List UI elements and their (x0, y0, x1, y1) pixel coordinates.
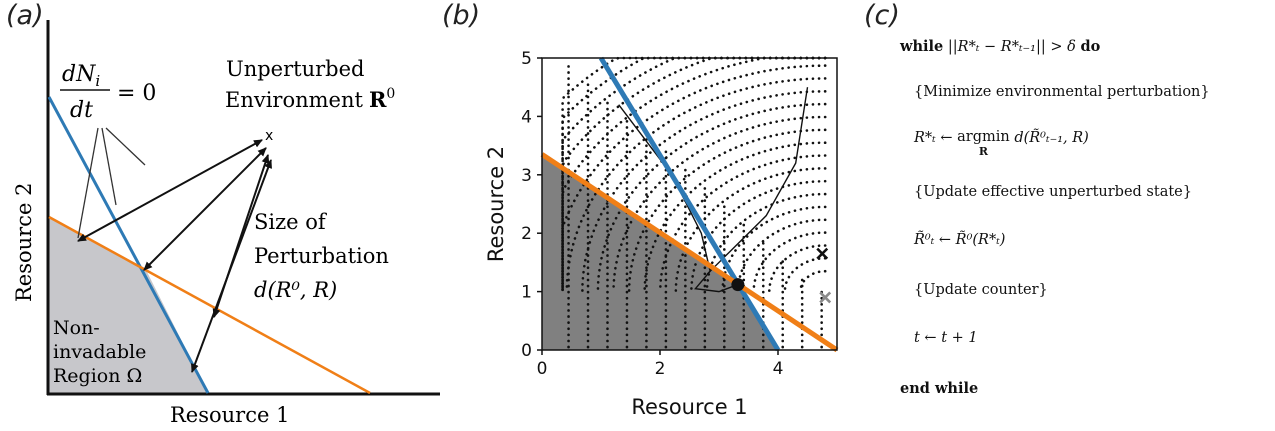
perturbation-arrow (143, 147, 267, 271)
contour-curve (658, 154, 827, 293)
leader-line (105, 127, 146, 166)
argmin-operator: argmin R (957, 130, 1010, 159)
env-label-2: Environment R0 (225, 86, 395, 112)
plot-frame (541, 57, 838, 351)
x-tick-label: 2 (655, 359, 666, 379)
equilibrium-point (731, 278, 745, 292)
zngi-orange-line (540, 152, 839, 353)
algo-while-line: while ||R*ₜ − R*ₜ₋₁|| > δ do (900, 38, 1100, 55)
pert-label-2: Perturbation (254, 244, 389, 268)
contour-curve (561, 56, 827, 293)
algo-step-2: R̃⁰ₜ ← R̃⁰(R*ₜ) (914, 232, 1006, 248)
region-label-2: invadable (53, 341, 146, 363)
a-xlabel: Resource 1 (170, 403, 289, 427)
algo-comment-2: {Update effective unperturbed state} (914, 184, 1192, 200)
contour-curve (643, 141, 827, 293)
trajectory-line (618, 104, 739, 293)
zngi-frac-den: dt (70, 98, 93, 123)
y-tick-label: 2 (521, 224, 532, 244)
pert-label-1: Size of (254, 210, 328, 234)
contour-curve (736, 218, 827, 293)
x-tick-label: 4 (773, 359, 784, 379)
panel-a-diagram: dNi dt = 0 Unperturbed Environment R0 x S… (12, 20, 440, 427)
argmin-text: argmin (957, 129, 1010, 145)
contour-curve (561, 56, 827, 293)
y-tick-label: 5 (521, 49, 532, 69)
a-ylabel: Resource 2 (12, 183, 36, 302)
contour-curve (596, 102, 827, 293)
while-condition: ||R*ₜ − R*ₜ₋₁|| > δ (947, 39, 1076, 55)
leader-line (101, 127, 117, 206)
zngi-blue-line (598, 56, 781, 352)
step1-rhs: d(R̃⁰ₜ₋₁, R) (1014, 130, 1089, 146)
panel-label-b: (b) (442, 0, 481, 31)
y-tick-label: 0 (521, 341, 532, 361)
contour-curve (674, 167, 827, 293)
panel-label-a: (a) (6, 0, 44, 31)
algo-comment-1: {Minimize environmental perturbation} (914, 84, 1210, 100)
algo-step-1: R*ₜ ← argmin R d(R̃⁰ₜ₋₁, R) (914, 130, 1089, 159)
panel-label-c: (c) (864, 0, 900, 31)
contour-curve (561, 56, 827, 293)
b-ylabel: Resource 2 (484, 146, 508, 262)
contour-curve (565, 77, 827, 293)
while-keyword: while (900, 38, 944, 55)
do-keyword: do (1080, 38, 1101, 55)
env-label-1: Unperturbed (226, 57, 364, 81)
contour-curve (705, 192, 827, 293)
env-marker: x (265, 128, 273, 144)
perturbation-arrow (191, 159, 272, 373)
algo-step-3: t ← t + 1 (914, 330, 978, 346)
algo-end-while: end while (900, 380, 979, 397)
zngi-equals: = 0 (117, 81, 156, 106)
contour-curve (752, 231, 827, 293)
non-invadable-region (542, 154, 778, 350)
trajectory-line (706, 87, 809, 275)
b-xlabel: Resource 1 (631, 395, 747, 419)
pert-label-3: d(R⁰, R) (254, 278, 337, 302)
black-cross-marker (816, 247, 829, 260)
contour-curve (783, 257, 827, 293)
region-label-1: Non- (53, 317, 100, 339)
y-tick-label: 4 (521, 107, 532, 127)
y-tick-label: 1 (521, 283, 532, 303)
region-label-3: Region Ω (53, 365, 142, 387)
contour-curve (561, 64, 827, 293)
contour-curve (581, 90, 827, 293)
contour-curve (561, 56, 827, 293)
contour-curve (612, 115, 827, 293)
step1-lhs: R*ₜ ← (914, 130, 953, 146)
contour-curve (768, 244, 827, 293)
x-tick-label: 0 (537, 359, 548, 379)
contour-curve (721, 205, 827, 293)
perturbation-arrow (77, 139, 263, 242)
contour-curve (627, 128, 827, 293)
zngi-frac-num: dNi (62, 62, 100, 90)
argmin-sub: R (978, 145, 988, 158)
non-invadable-region (49, 217, 208, 393)
algo-comment-3: {Update counter} (914, 282, 1048, 298)
zngi-blue-line (47, 96, 210, 394)
gray-cross-marker (819, 291, 832, 304)
y-tick-label: 3 (521, 166, 532, 186)
contour-curve (690, 179, 827, 293)
contour-curve (799, 269, 827, 293)
contour-curve (561, 56, 827, 293)
